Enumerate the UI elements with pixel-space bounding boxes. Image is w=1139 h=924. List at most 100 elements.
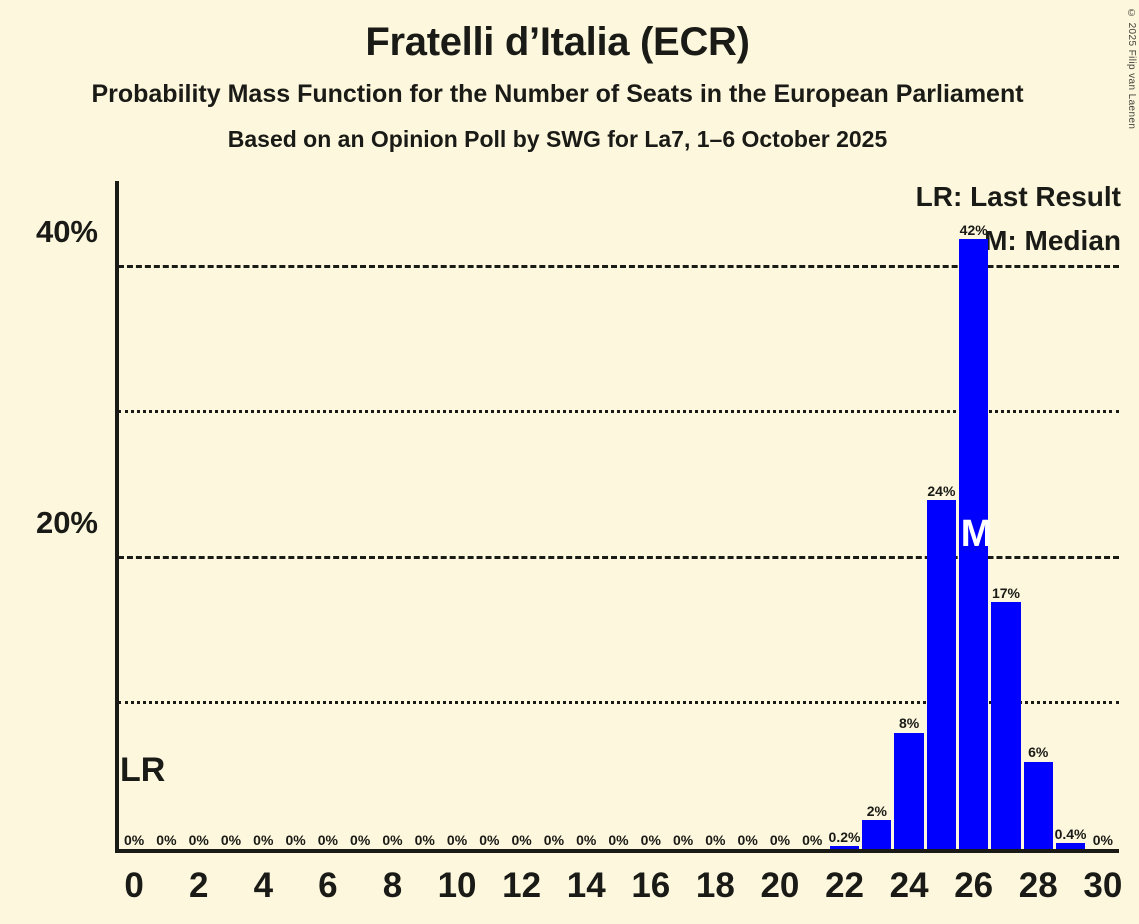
bar (862, 819, 892, 849)
bar-value-label: 0% (285, 831, 306, 848)
bar-slot: 0% (281, 181, 310, 849)
bar-value-label: 0% (640, 831, 661, 848)
x-tick-label-0: 0 (124, 866, 144, 905)
last-result-marker: LR (120, 751, 166, 789)
bar-value-label: 0% (769, 831, 791, 848)
x-tick-label-20: 20 (760, 866, 800, 905)
legend: LR: Last Result M: Median (916, 183, 1121, 255)
x-tick-label-4: 4 (253, 866, 274, 905)
bar-slot: 0.4% (1054, 181, 1087, 849)
bar-slot: 0% (604, 181, 633, 849)
x-tick-label-28: 28 (1018, 866, 1058, 905)
bar-value-label: 0% (124, 831, 145, 848)
y-tick-label-20: 20% (35, 504, 98, 540)
bar-slot: 8% (894, 181, 924, 849)
bar (959, 239, 989, 849)
page-title: Fratelli d’Italia (ECR) (365, 20, 750, 64)
bar-slot: 0% (572, 181, 601, 849)
x-tick-label-30: 30 (1083, 866, 1123, 905)
x-tick-label-6: 6 (318, 866, 338, 905)
bar-slot: 0% (152, 181, 181, 849)
bar-slot: 24% (926, 181, 957, 849)
bar-value-label: 0% (156, 831, 177, 848)
plot-area: 40% 20% 0% 0% 0% 0% 0% 0% 0% 0% 0% 0% 0% 0% 0% 0% 0% 0% 0… (36, 181, 1119, 853)
bar-slot: 0% (313, 181, 342, 849)
chart-subtitle: Probability Mass Function for the Number… (91, 80, 1024, 108)
bar-slot: 17% (991, 181, 1021, 849)
bar-slot: 0% (442, 181, 471, 849)
bar-value-label: 0% (576, 831, 597, 848)
x-tick-label-10: 10 (437, 866, 477, 905)
bar-slot: 0% (184, 181, 213, 849)
bar-value-label: 17% (991, 584, 1020, 601)
bar (1055, 843, 1086, 849)
y-axis-line (115, 181, 119, 850)
x-axis-line (115, 849, 1119, 853)
bar-slot: 0% (636, 181, 665, 849)
bar-slot: 0% (1088, 181, 1117, 849)
bar-slot: 42% (959, 181, 989, 849)
y-tick-label-40: 40% (35, 214, 98, 250)
bar-value-label: 0% (414, 831, 435, 848)
bar-slot: 0% (539, 181, 568, 849)
bar-value-label: 0% (543, 831, 565, 848)
bar (894, 732, 924, 849)
bar-value-label: 0% (511, 831, 532, 848)
bar-slot: 0% (346, 181, 375, 849)
gridline-20 (118, 555, 1119, 559)
bar-slot: 0% (378, 181, 407, 849)
x-tick-label-18: 18 (695, 866, 735, 905)
bar-slot: 2% (862, 181, 892, 849)
gridline-10 (118, 700, 1119, 704)
bar-slot: 0% (798, 181, 827, 849)
bar-value-label: 0% (350, 831, 371, 848)
bar-value-label: 0% (672, 831, 694, 848)
bar-value-label: 0% (705, 831, 726, 848)
bar-value-label: 0% (1092, 831, 1113, 848)
median-marker: M (960, 512, 993, 555)
legend-item-median: M: Median (984, 225, 1121, 256)
bar-value-label: 0% (479, 831, 500, 848)
bar-value-label: 0% (253, 831, 274, 848)
bar-slot: 0% (216, 181, 245, 849)
bar-value-label: 2% (866, 802, 887, 819)
bar-slot: 0% (733, 181, 762, 849)
bar-value-label: 0% (608, 831, 629, 848)
x-tick-label-8: 8 (382, 866, 403, 905)
bar-value-label: 0% (317, 831, 338, 848)
bar-value-label: 0% (382, 831, 403, 848)
bar-slot: 0% (765, 181, 794, 849)
bar-value-label: 6% (1028, 744, 1049, 761)
bar-slot: 6% (1023, 181, 1053, 849)
x-tick-label-2: 2 (188, 866, 209, 905)
bar-slot: 0% (410, 181, 439, 849)
legend-item-last-result: LR: Last Result (915, 181, 1121, 212)
bar-value-label: 0% (802, 831, 823, 848)
x-tick-label-22: 22 (825, 866, 864, 905)
bar-slot: 0% (701, 181, 730, 849)
bar (829, 846, 860, 849)
bar-value-label: 0% (737, 831, 758, 848)
bar (926, 500, 957, 849)
x-tick-label-12: 12 (502, 866, 542, 905)
bar-slot: 0.2% (829, 181, 860, 849)
bar-slot: 0% (668, 181, 697, 849)
bar-value-label: 24% (927, 483, 956, 500)
x-tick-label-26: 26 (954, 866, 994, 905)
title-block: Fratelli d’Italia (ECR) Probability Mass… (0, 0, 1115, 151)
x-tick-label-16: 16 (631, 866, 671, 905)
bar (991, 602, 1021, 849)
gridline-40 (118, 265, 1119, 269)
bar-value-label: 0% (220, 831, 242, 848)
bar-slot: 0% (249, 181, 278, 849)
x-axis-tick-labels: 0 2 4 6 8 10 12 14 16 18 20 22 24 26 28 30 (118, 866, 1123, 916)
bar (1023, 761, 1053, 849)
copyright-notice: © 2025 Filip van Laenen (1126, 8, 1137, 130)
chart-source-line: Based on an Opinion Poll by SWG for La7,… (227, 126, 888, 152)
bar-value-label: 0% (446, 831, 468, 848)
x-tick-label-24: 24 (889, 866, 929, 905)
bar-slot: 0% (507, 181, 536, 849)
bar-slot: 0% (475, 181, 504, 849)
bar-slot: 0% (120, 181, 149, 849)
bar-value-label: 0.4% (1054, 825, 1087, 842)
